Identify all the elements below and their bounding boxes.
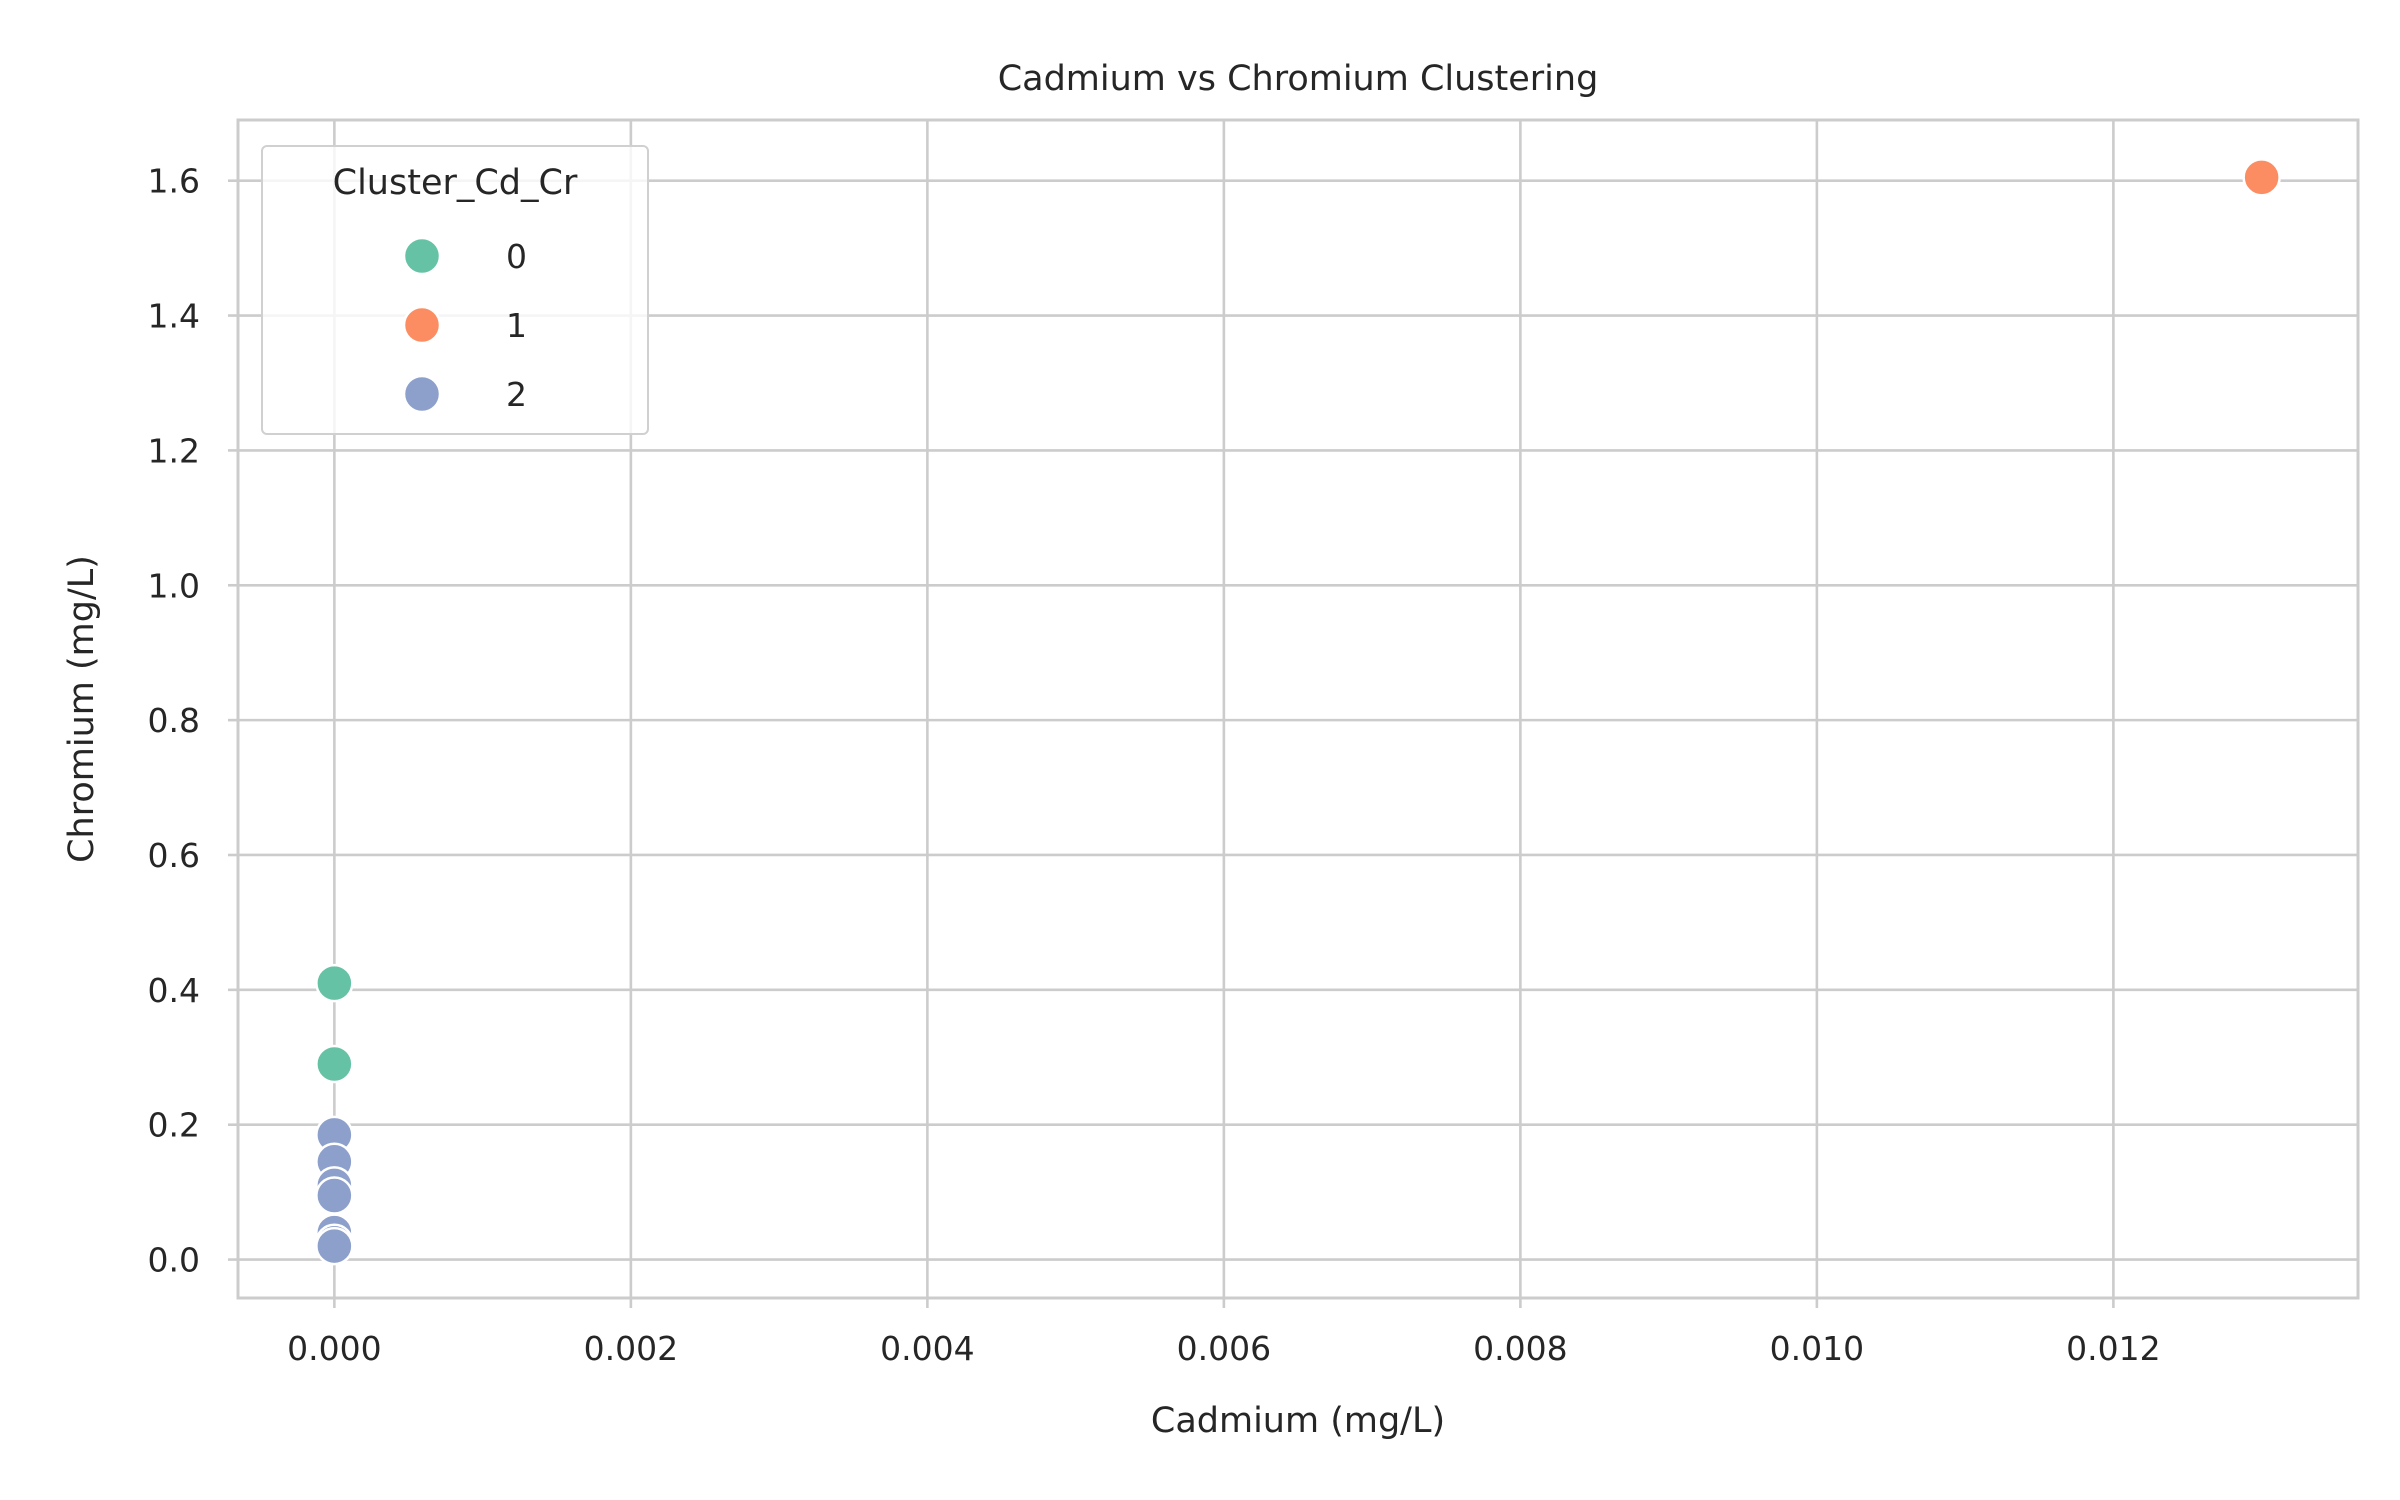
- axis-ticks: 0.000 0.002 0.004 0.006 0.008 0.010 0.012 0.0 0.…: [148, 162, 2161, 1368]
- grid: [238, 120, 2358, 1298]
- data-point-cluster-1: [2242, 158, 2281, 197]
- x-tick-label: 0.008: [1473, 1329, 1567, 1368]
- legend: Cluster_Cd_Cr 0 1 2: [261, 145, 649, 435]
- data-point-cluster-0: [315, 1044, 354, 1084]
- x-tick-label: 0.002: [584, 1329, 678, 1368]
- data-point-cluster-0: [315, 963, 354, 1003]
- plot-frame: [236, 118, 2360, 1300]
- legend-label-1: 1: [506, 306, 527, 345]
- legend-marker-1: [402, 305, 442, 345]
- chart-title: Cadmium vs Chromium Clustering: [998, 59, 1599, 99]
- y-tick-label: 1.4: [148, 297, 200, 336]
- x-tick-label: 0.010: [1770, 1329, 1864, 1368]
- x-tick-label: 0.006: [1177, 1329, 1271, 1368]
- y-tick-label: 1.6: [148, 162, 200, 201]
- y-tick-label: 0.0: [148, 1241, 200, 1280]
- y-tick-label: 1.0: [148, 566, 200, 605]
- x-tick-label: 0.004: [880, 1329, 974, 1368]
- data-points: [315, 158, 2281, 1266]
- legend-frame: [261, 145, 649, 435]
- data-point-cluster-2: [315, 1176, 354, 1215]
- y-axis-label: Chromium (mg/L): [62, 555, 102, 863]
- legend-label-2: 2: [506, 375, 527, 414]
- y-tick-label: 0.4: [148, 971, 200, 1010]
- y-tick-label: 0.6: [148, 836, 200, 875]
- y-tick-label: 0.2: [148, 1106, 200, 1145]
- legend-marker-0: [402, 236, 442, 276]
- y-tick-label: 0.8: [148, 701, 200, 740]
- legend-items: 0 1 2: [402, 236, 527, 414]
- legend-label-0: 0: [506, 237, 527, 276]
- legend-marker-2: [402, 374, 442, 414]
- y-tick-label: 1.2: [148, 431, 200, 470]
- data-point-cluster-2: [315, 1226, 354, 1266]
- x-tick-label: 0.000: [287, 1329, 381, 1368]
- x-tick-label: 0.012: [2066, 1329, 2160, 1368]
- x-axis-label: Cadmium (mg/L): [1151, 1401, 1445, 1441]
- legend-title: Cluster_Cd_Cr: [333, 163, 578, 203]
